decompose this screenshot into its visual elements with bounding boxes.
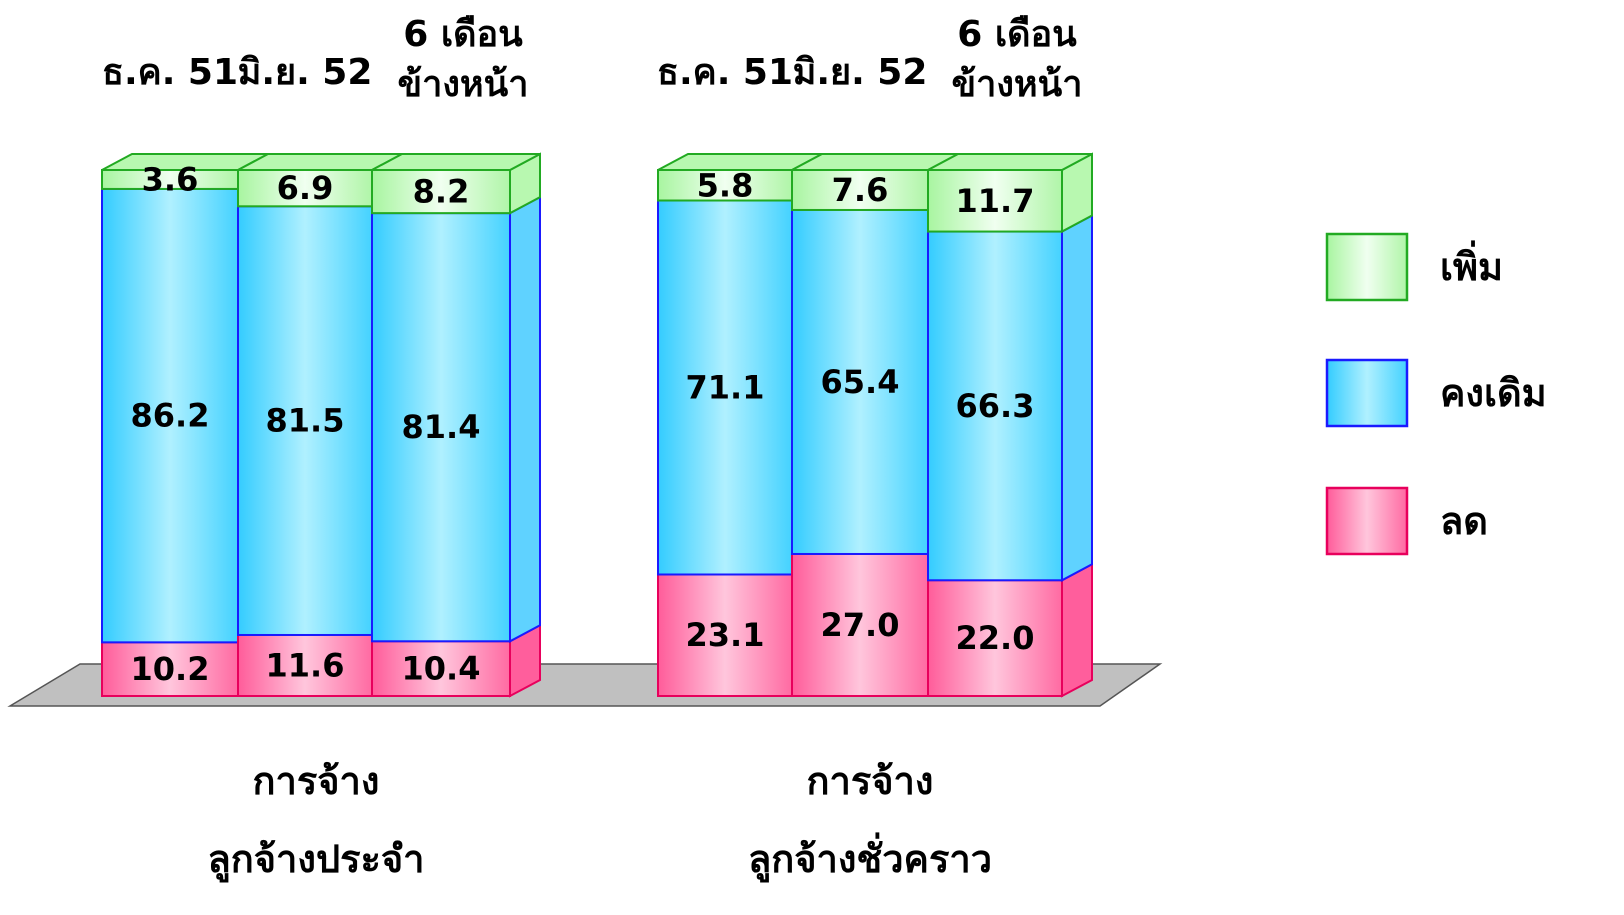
bar-top-face bbox=[371, 153, 541, 171]
data-label: 22.0 bbox=[956, 619, 1035, 657]
bar-side-face bbox=[1061, 562, 1093, 698]
data-label: 66.3 bbox=[956, 387, 1035, 425]
legend-swatch bbox=[1325, 232, 1409, 302]
bar-segment-unchanged bbox=[101, 187, 239, 644]
category-label: มิ.ย. 52 bbox=[238, 52, 373, 93]
group-label: ลูกจ้างชั่วคราว bbox=[748, 832, 992, 883]
legend-label: ลด bbox=[1440, 499, 1488, 543]
data-label: 10.4 bbox=[402, 650, 481, 688]
bar-segment-decrease bbox=[657, 573, 793, 698]
legend-swatch bbox=[1325, 358, 1409, 428]
category-label: ข้างหน้า bbox=[952, 64, 1083, 105]
data-label: 65.4 bbox=[821, 363, 900, 401]
category-label: ธ.ค. 51 bbox=[657, 52, 793, 93]
data-label: 86.2 bbox=[131, 397, 210, 435]
bar-top-face bbox=[927, 153, 1093, 171]
category-label: ข้างหน้า bbox=[398, 64, 529, 105]
data-label: 71.1 bbox=[686, 369, 765, 407]
data-label: 6.9 bbox=[277, 169, 334, 207]
data-label: 3.6 bbox=[142, 160, 199, 198]
legend-swatch bbox=[1325, 486, 1409, 556]
bar-segment-unchanged bbox=[371, 212, 511, 643]
bar-side-face bbox=[509, 195, 541, 643]
bar-segment-unchanged bbox=[237, 205, 373, 636]
legend-label: เพิ่ม bbox=[1440, 240, 1503, 289]
data-label: 81.4 bbox=[402, 408, 481, 446]
data-label: 27.0 bbox=[821, 606, 900, 644]
bar-side-face bbox=[1061, 213, 1093, 582]
data-label: 5.8 bbox=[697, 166, 754, 204]
category-label: 6 เดือน bbox=[403, 14, 523, 55]
category-label: 6 เดือน bbox=[957, 14, 1077, 55]
bar-segment-decrease bbox=[927, 579, 1063, 698]
group-label: การจ้าง bbox=[253, 759, 380, 803]
data-label: 7.6 bbox=[832, 171, 889, 209]
data-label: 81.5 bbox=[266, 402, 345, 440]
data-label: 10.2 bbox=[131, 650, 210, 688]
category-label: มิ.ย. 52 bbox=[793, 52, 928, 93]
legend-label: คงเดิม bbox=[1440, 371, 1547, 415]
data-label: 23.1 bbox=[686, 616, 765, 654]
bar-segment-decrease bbox=[237, 633, 373, 698]
data-label: 11.6 bbox=[266, 646, 345, 684]
group-label: การจ้าง bbox=[807, 759, 934, 803]
group-label: ลูกจ้างประจำ bbox=[208, 837, 425, 883]
category-label: ธ.ค. 51 bbox=[102, 52, 238, 93]
bar-segment-unchanged bbox=[927, 230, 1063, 582]
data-label: 8.2 bbox=[413, 173, 470, 211]
data-label: 11.7 bbox=[956, 182, 1035, 220]
bar-segment-unchanged bbox=[657, 199, 793, 576]
